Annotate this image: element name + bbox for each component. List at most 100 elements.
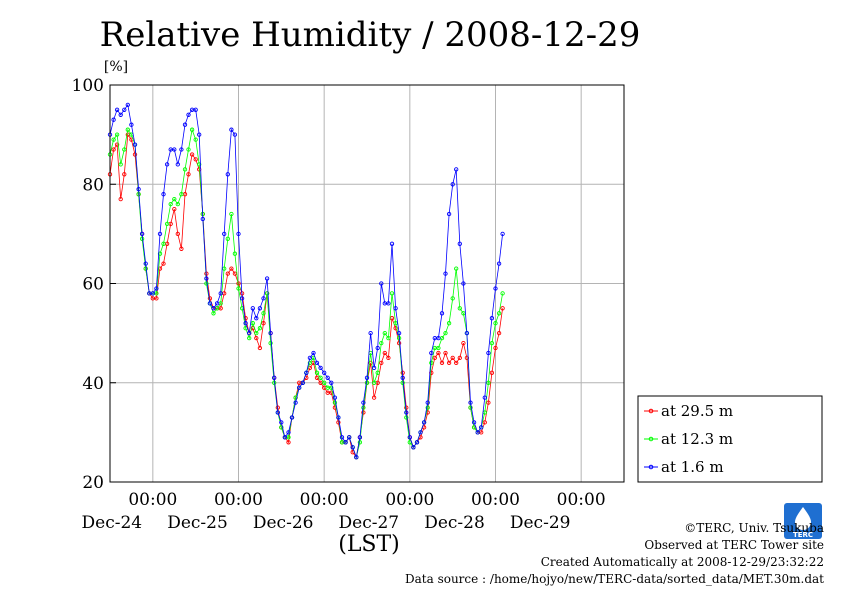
data-point [214,301,220,306]
data-point [279,425,284,430]
series-3 [107,102,505,460]
data-point [175,201,180,207]
data-point [243,321,248,326]
data-point [179,246,184,251]
data-point [382,350,387,356]
data-point [182,122,188,127]
data-point [264,276,270,281]
data-point [136,187,141,192]
data-point [200,216,205,222]
data-point [454,167,459,172]
data-point [457,306,462,311]
data-point [207,301,213,306]
data-point [457,355,462,361]
data-point [461,340,466,346]
data-point [386,301,391,306]
data-point [211,311,216,316]
data-point [164,162,170,167]
data-point [175,231,180,237]
data-point [247,330,252,336]
data-point [168,201,173,207]
data-point [132,142,138,147]
data-point [450,355,455,361]
x-tick-date-label: Dec-28 [424,513,485,533]
data-point [479,425,484,430]
data-point [261,311,266,316]
terc-logo-drop [795,507,811,530]
data-point [318,365,323,371]
data-point [114,132,120,137]
series-2 [107,127,505,460]
data-source-text: Data source : /home/hojyo/new/TERC-data/… [405,572,824,586]
legend-entry-label: at 1.6 m [661,458,724,476]
data-point [436,335,441,341]
data-point [279,420,284,425]
data-point [468,400,473,405]
data-point [143,261,148,266]
data-point [347,435,352,440]
data-point [236,286,241,291]
series-layer [107,102,505,460]
x-tick-date-label: Dec-29 [510,513,571,533]
x-tick-time-label: 00:00 [300,490,349,510]
data-point [489,340,495,346]
data-point [493,345,498,351]
gridlines [110,84,624,483]
data-point [264,291,270,296]
data-point [404,410,409,415]
data-point [379,360,384,366]
legend-swatch-marker [648,464,654,470]
data-point [268,330,273,336]
data-point [197,132,202,137]
data-point [154,286,159,291]
data-point [382,330,387,336]
data-point [354,455,359,460]
legend: at 29.5 m at 12.3 m at 1.6 m [637,395,823,483]
data-point [175,162,180,167]
data-point [154,296,159,301]
data-point [261,296,266,301]
data-point [489,370,495,375]
x-tick-date-label: Dec-24 [82,513,143,533]
data-point [322,380,327,385]
y-tick-label: 80 [82,175,104,195]
data-point [425,400,430,405]
observation-site-text: Observed at TERC Tower site [644,538,824,552]
data-point [225,236,230,241]
data-point [164,221,170,227]
data-point [329,380,334,385]
data-point [350,445,355,450]
data-point [393,326,398,331]
x-tick-time-label: 00:00 [471,490,520,510]
data-point [189,152,195,157]
data-point [300,380,305,385]
data-point [386,335,391,341]
data-point [461,311,466,316]
data-point [118,162,123,167]
data-point [275,410,280,415]
data-point [368,330,373,336]
x-tick-date-label: Dec-25 [167,513,228,533]
y-axis-unit-label: [%] [104,59,128,75]
data-point [254,330,259,336]
data-point [272,375,277,380]
data-point [161,192,166,197]
data-point [207,296,213,301]
data-point [197,162,202,167]
data-point [493,286,498,291]
data-point [336,420,341,425]
y-tick-label: 40 [82,374,104,394]
copyright-text: ©TERC, Univ. Tsukuba [684,521,824,535]
data-point [450,296,455,301]
data-point [475,430,480,435]
data-point [421,420,427,425]
data-point [122,107,127,112]
data-point [254,316,259,321]
data-point [482,395,487,400]
data-point [304,370,309,375]
data-point [125,127,130,132]
data-point [371,380,377,385]
data-point [368,360,373,366]
chart-title: Relative Humidity / 2008-12-29 [100,15,641,55]
